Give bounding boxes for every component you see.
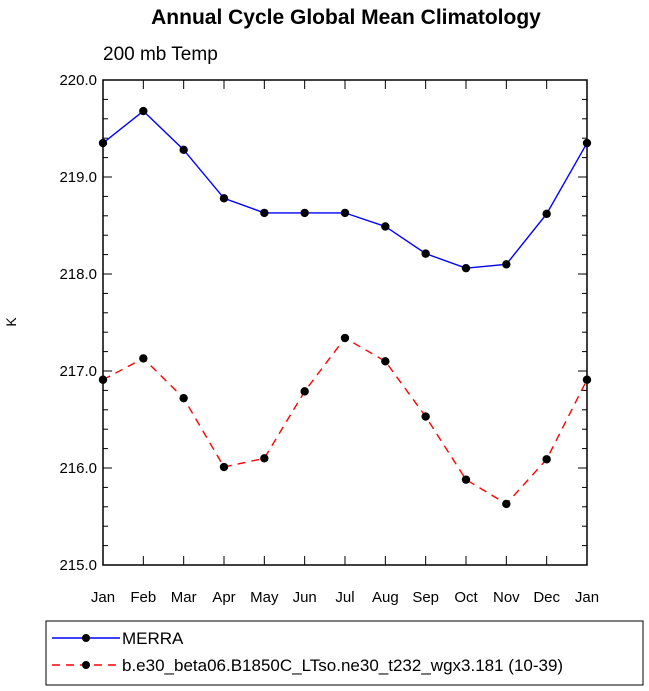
x-tick-label: Apr bbox=[212, 589, 235, 606]
legend-label-merra: MERRA bbox=[122, 629, 184, 648]
x-tick-label: Aug bbox=[372, 589, 399, 606]
series-1-point bbox=[381, 357, 390, 366]
series-0-point bbox=[502, 260, 511, 269]
series-0-point bbox=[461, 263, 471, 273]
x-tick-label: Jan bbox=[575, 589, 599, 606]
series-1-point bbox=[421, 412, 430, 421]
series-0-point bbox=[219, 194, 229, 203]
x-tick-label: May bbox=[250, 589, 279, 606]
x-tick-label: Feb bbox=[130, 589, 156, 606]
legend-label-model: b.e30_beta06.B1850C_LTso.ne30_t232_wgx3.… bbox=[122, 656, 563, 675]
x-tick-label: Nov bbox=[493, 589, 520, 606]
series-0-point bbox=[179, 145, 188, 155]
series-1-point bbox=[300, 387, 309, 396]
y-tick-label: 220.0 bbox=[59, 72, 97, 89]
x-tick-label: Jul bbox=[335, 589, 354, 606]
chart-title: Annual Cycle Global Mean Climatology bbox=[151, 6, 541, 29]
x-tick-label: Oct bbox=[454, 589, 478, 606]
x-tick-label: Jan bbox=[91, 589, 115, 606]
series-1-point bbox=[139, 354, 148, 363]
series-0-point bbox=[542, 209, 551, 219]
series-1-point bbox=[542, 455, 551, 464]
legend: MERRA b.e30_beta06.B1850C_LTso.ne30_t232… bbox=[45, 620, 644, 686]
series-1-point bbox=[461, 475, 471, 484]
x-tick-label: Dec bbox=[533, 589, 560, 606]
series-line-1 bbox=[102, 337, 588, 505]
series-0-point bbox=[381, 222, 390, 231]
series-0-point bbox=[300, 208, 309, 218]
series-layer bbox=[98, 106, 592, 509]
x-tick-label: Sep bbox=[412, 589, 439, 606]
x-tick-labels: Jan Feb Mar Apr May Jun Jul Aug Sep Oct Nov Dec Jan bbox=[91, 589, 599, 606]
legend-box bbox=[45, 620, 644, 686]
x-tick-label: Jun bbox=[293, 589, 317, 606]
x-tick-label: Mar bbox=[171, 589, 197, 606]
y-tick-label: 218.0 bbox=[59, 266, 97, 283]
legend-marker-merra bbox=[82, 634, 90, 642]
plot-frame bbox=[102, 79, 588, 566]
series-0-point bbox=[421, 249, 430, 258]
y-tick-label: 215.0 bbox=[59, 557, 97, 574]
y-tick-label: 216.0 bbox=[59, 460, 97, 477]
legend-marker-model bbox=[82, 661, 90, 669]
y-axis-label: K bbox=[3, 317, 19, 327]
series-1-point bbox=[179, 393, 188, 403]
series-1-point bbox=[502, 499, 511, 509]
y-tick-labels: 215.0 216.0 217.0 218.0 219.0 220.0 bbox=[59, 72, 97, 574]
y-tick-label: 219.0 bbox=[59, 169, 97, 186]
series-0-point bbox=[139, 106, 148, 116]
series-1-point bbox=[219, 462, 229, 472]
minor-ticks bbox=[102, 79, 588, 566]
y-tick-label: 217.0 bbox=[59, 363, 97, 380]
series-0-point bbox=[260, 208, 269, 218]
series-line-0 bbox=[102, 110, 588, 269]
chart-subtitle: 200 mb Temp bbox=[103, 44, 218, 65]
series-1-point bbox=[340, 333, 350, 343]
series-1-point bbox=[260, 454, 269, 463]
series-0-point bbox=[340, 208, 350, 218]
